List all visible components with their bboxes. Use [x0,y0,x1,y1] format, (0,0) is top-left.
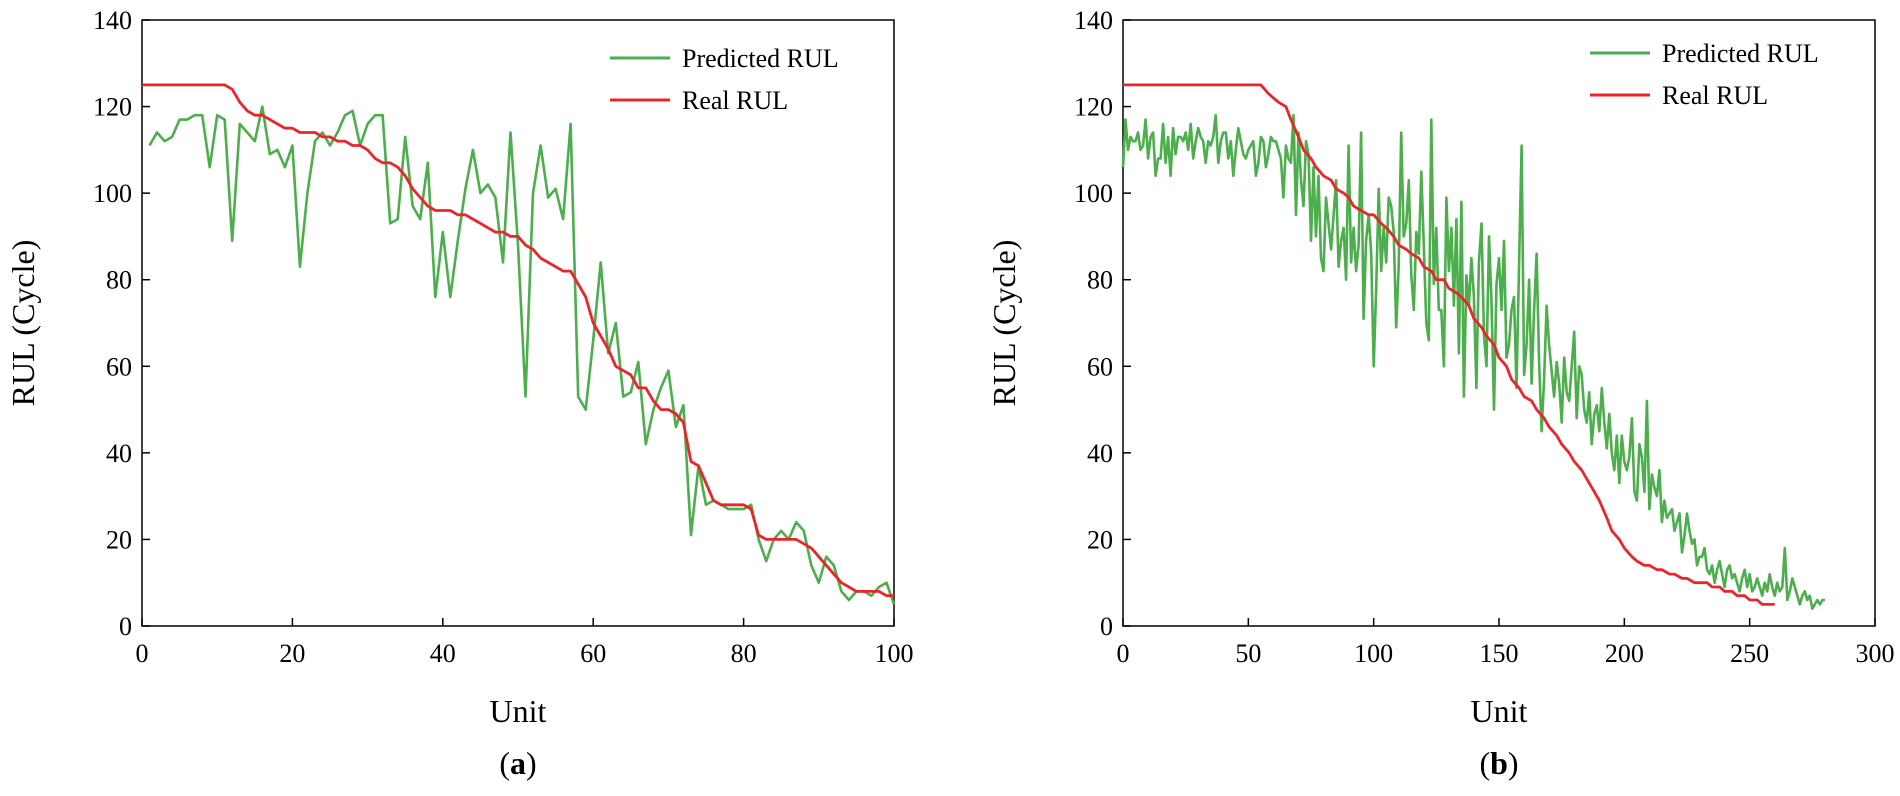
x-axis-label: Unit [490,693,547,729]
series-line-real-rul [142,83,894,598]
series-line-predicted-rul [1121,113,1825,611]
x-tick-label: 80 [731,639,757,668]
plot-frame [141,19,895,627]
x-tick-label: 20 [279,639,305,668]
y-tick-label: 20 [1087,525,1113,554]
y-tick-label: 120 [93,93,132,122]
y-axis-label: RUL (Cycle) [5,240,41,407]
y-tick-label: 80 [1087,266,1113,295]
x-tick-label: 100 [875,639,914,668]
y-tick-label: 60 [106,352,132,381]
x-tick-label: 150 [1480,639,1519,668]
panel-label: (a) [499,745,536,781]
y-axis-label: RUL (Cycle) [986,240,1022,407]
y-tick-label: 40 [1087,439,1113,468]
x-tick-label: 40 [430,639,456,668]
plot-frame [1122,19,1876,627]
x-tick-label: 250 [1730,639,1769,668]
legend-label: Real RUL [682,86,788,115]
y-tick-label: 120 [1074,93,1113,122]
x-tick-label: 50 [1235,639,1261,668]
x-tick-label: 60 [580,639,606,668]
panel-label: (b) [1479,745,1518,781]
legend-label: Real RUL [1662,81,1768,110]
x-tick-label: 200 [1605,639,1644,668]
legend-label: Predicted RUL [1662,39,1819,68]
x-tick-label: 0 [1117,639,1130,668]
y-tick-label: 80 [106,266,132,295]
x-axis-label: Unit [1471,693,1528,729]
y-tick-label: 100 [1074,179,1113,208]
x-tick-label: 0 [136,639,149,668]
y-tick-label: 0 [1100,612,1113,641]
chart-panel-b: 0 20 40 60 80 100 120 140 0 50 100 150 200 250 300 Unit… [986,6,1895,781]
y-tick-label: 60 [1087,352,1113,381]
x-tick-label: 300 [1856,639,1895,668]
x-tick-label: 100 [1354,639,1393,668]
series-line-predicted-rul [148,105,896,605]
y-tick-label: 140 [1074,6,1113,35]
y-tick-label: 20 [106,525,132,554]
y-tick-label: 40 [106,439,132,468]
chart-panel-a: 0 20 40 60 80 100 120 140 0 20 40 60 80 100 Unit RUL (C… [5,6,914,781]
y-tick-label: 0 [119,612,132,641]
legend-label: Predicted RUL [682,44,839,73]
series-line-real-rul [1123,83,1775,606]
y-tick-label: 100 [93,179,132,208]
y-tick-label: 140 [93,6,132,35]
